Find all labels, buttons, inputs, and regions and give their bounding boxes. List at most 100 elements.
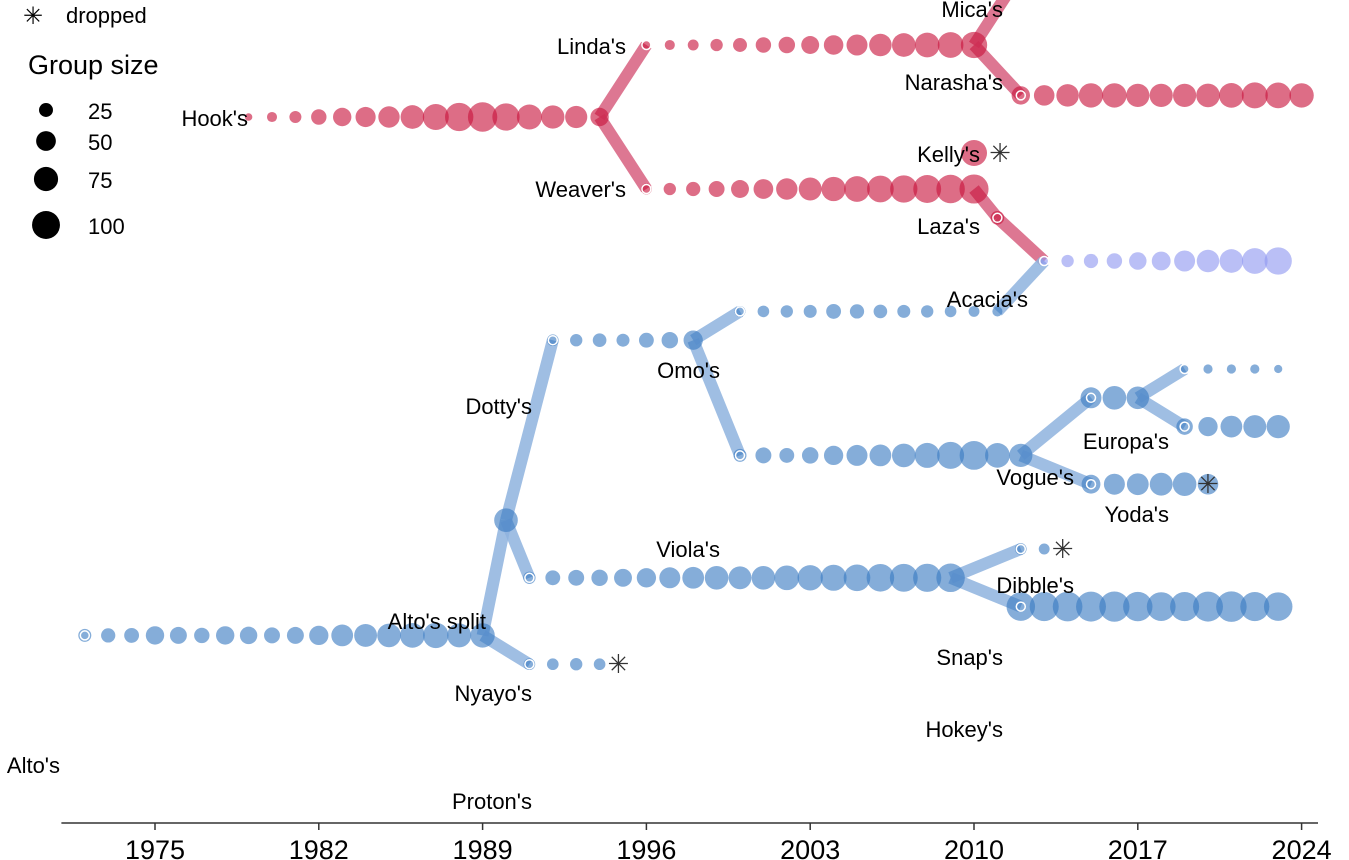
bubble-nyayo-s-1999 — [704, 565, 729, 590]
bubble-proton-s-1993 — [570, 658, 583, 671]
x-tick-label-2010: 2010 — [944, 835, 1004, 860]
start-marker-dibble-s — [1085, 478, 1097, 490]
bubble-hokey-s-2023 — [1263, 592, 1293, 621]
bubble-nyayo-s-2008 — [913, 563, 942, 592]
bubble-nyayo-s-2007 — [889, 563, 918, 592]
x-tick-label-1989: 1989 — [453, 835, 513, 860]
start-marker-laza-s — [992, 212, 1003, 224]
bubble-viola-s-2002 — [779, 447, 795, 463]
start-marker-hook-s — [243, 111, 254, 123]
branch-hook-s-to-weaver-s — [594, 113, 652, 193]
start-marker-europa-s — [1179, 363, 1190, 375]
dropped-marker-proton-s: ✳ — [608, 650, 630, 680]
bubble-europa-s-2020 — [1203, 364, 1213, 374]
bubble-dotty-s-1995 — [616, 333, 630, 347]
start-marker-omo-s — [734, 306, 746, 317]
bubble-linda-s-1998 — [687, 39, 699, 51]
bubble-narasha-s-2014 — [1056, 84, 1079, 107]
bubble-linda-s-2002 — [778, 36, 796, 54]
bubble-weaver-s-1997 — [663, 182, 676, 196]
bubble-hokey-s-2021 — [1216, 591, 1247, 622]
bubble-weaver-s-2006 — [867, 175, 894, 203]
start-marker-alto-s — [79, 630, 91, 641]
bubble-dotty-s-1993 — [570, 334, 583, 347]
bubble-hook-s-1992 — [541, 105, 565, 129]
bubble-alto-s-1981 — [286, 626, 304, 644]
bubble-narasha-s-2021 — [1219, 83, 1244, 108]
branch-dotty-s-to-viola-s — [687, 337, 746, 458]
bubble-narasha-s-2022 — [1241, 82, 1268, 109]
label-yoda-s: Yoda's — [1104, 502, 1169, 527]
bubble-hook-s-1994 — [590, 107, 609, 127]
bubble-viola-s-2003 — [801, 447, 819, 464]
bubble-weaver-s-1999 — [708, 181, 725, 197]
label-nyayo-s: Nyayo's — [454, 681, 532, 706]
label-snap-s: Snap's — [936, 645, 1003, 670]
label-acacia-s: Acacia's — [947, 287, 1028, 312]
bubble-dibble-s-2020 — [1197, 473, 1219, 495]
bubble-acacia-s-2023 — [1264, 247, 1292, 275]
bubble-hook-s-1988 — [445, 102, 474, 132]
bubble-nyayo-s-2004 — [820, 564, 847, 591]
bubble-nyayo-s-2001 — [751, 565, 776, 590]
bubble-hook-s-1981 — [289, 111, 302, 123]
bubble-viola-s-2006 — [869, 444, 892, 467]
bubble-acacia-s-2019 — [1174, 250, 1196, 272]
bubble-hokey-s-2014 — [1052, 591, 1083, 622]
bubble-viola-s-2008 — [914, 442, 940, 468]
bubble-viola-s-2012 — [1009, 443, 1033, 468]
legend-size-label-100: 100 — [88, 214, 125, 239]
legend-size-items: 25 50 75 100 — [32, 99, 125, 239]
label-narasha-s: Narasha's — [905, 70, 1003, 95]
bubble-linda-s-2006 — [869, 33, 892, 57]
bubble-alto-s-1985 — [377, 623, 401, 648]
bubble-nyayo-s-1994 — [591, 569, 608, 587]
bubble-weaver-s-1998 — [686, 181, 701, 197]
bubble-hokey-s-2019 — [1170, 592, 1200, 622]
bubble-alto-s-1980 — [264, 627, 280, 644]
bubble-viola-s-2004 — [823, 445, 844, 466]
bubble-hook-s-1980 — [266, 111, 278, 123]
bubble-acacia-s-2015 — [1083, 253, 1099, 269]
bubble-narasha-s-2015 — [1078, 83, 1104, 108]
bubble-nyayo-s-1992 — [545, 570, 561, 586]
branch-connectors — [476, 0, 1188, 670]
legend-size-title: Group size — [28, 50, 159, 80]
bubble-weaver-s-2001 — [753, 179, 774, 199]
dropped-markers: ✳✳✳✳✳ — [608, 139, 1219, 680]
bubble-nyayo-s-1995 — [614, 568, 632, 587]
bubble-hokey-s-2022 — [1240, 592, 1270, 622]
bubble-alto-s-1986 — [400, 623, 425, 648]
x-axis: 1975 1982 1989 1996 2003 2010 2017 2024 — [61, 822, 1332, 860]
bubble-viola-s-2001 — [755, 447, 772, 464]
bubble-alto-s-1979 — [239, 626, 258, 645]
bubble-europa-s-2019 — [1179, 363, 1190, 375]
start-marker-dotty-s — [547, 334, 559, 346]
x-tick-label-1996: 1996 — [616, 835, 676, 860]
legend-size-label-25: 25 — [88, 99, 112, 124]
bubble-alto-s-1982 — [309, 625, 329, 646]
bubble-yoda-s-2020 — [1198, 416, 1218, 437]
bubble-hokey-s-2017 — [1123, 591, 1153, 622]
branch-alto-s-to-alto-s-split — [476, 519, 512, 637]
start-marker-acacia-s — [1038, 255, 1050, 267]
bubble-narasha-s-2024 — [1289, 83, 1314, 108]
start-marker-viola-s — [734, 450, 746, 461]
bubble-omo-s-2005 — [849, 304, 865, 319]
bubble-linda-s-2003 — [801, 36, 820, 54]
bubble-hook-s-1983 — [333, 107, 352, 127]
label-mica-s: Mica's — [941, 0, 1003, 22]
bubble-omo-s-2002 — [780, 305, 793, 318]
label-viola-s: Viola's — [656, 537, 720, 562]
bubble-hook-s-1991 — [516, 104, 542, 130]
start-marker-proton-s — [524, 658, 535, 670]
label-dotty-s: Dotty's — [465, 394, 532, 419]
bubble-nyayo-s-2003 — [797, 565, 823, 591]
label-alto-s: Alto's — [7, 753, 60, 778]
legend-size-dot-100 — [32, 211, 60, 239]
legend-size-label-50: 50 — [88, 130, 112, 155]
bubble-dibble-s-2019 — [1172, 472, 1197, 497]
bubble-omo-s-2003 — [803, 304, 817, 318]
x-tick-label-1982: 1982 — [289, 835, 349, 860]
x-tick-label-1975: 1975 — [125, 835, 185, 860]
